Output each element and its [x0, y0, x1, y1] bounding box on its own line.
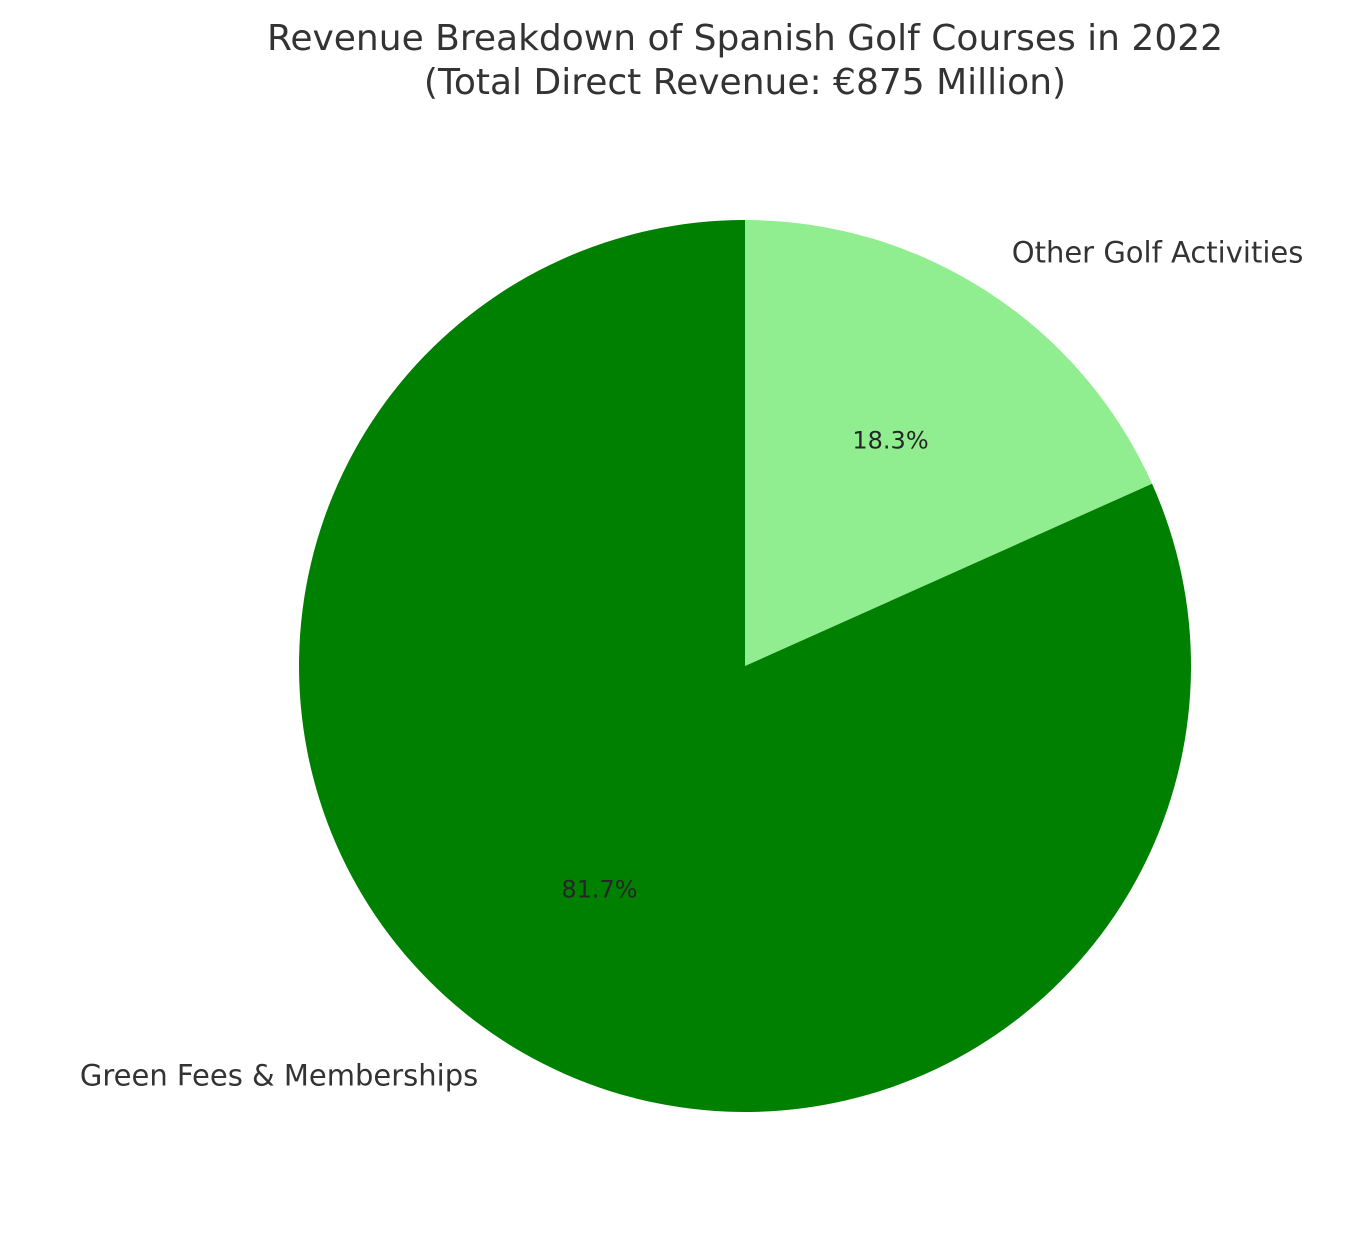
chart-title: Revenue Breakdown of Spanish Golf Course… [267, 18, 1223, 59]
slice-pct-label-1: 81.7% [561, 876, 637, 904]
slice-label-1: Green Fees & Memberships [80, 1059, 478, 1093]
pie-slice-0 [745, 220, 1153, 666]
slice-label-0: Other Golf Activities [1012, 235, 1304, 269]
slice-pct-label-0: 18.3% [852, 426, 928, 454]
pie-labels: Other Golf Activities 18.3% Green Fees & M… [80, 235, 1303, 1092]
pie-slices [299, 220, 1191, 1112]
pie-slice-1 [299, 220, 1191, 1112]
chart-subtitle: (Total Direct Revenue: €875 Million) [424, 62, 1066, 103]
